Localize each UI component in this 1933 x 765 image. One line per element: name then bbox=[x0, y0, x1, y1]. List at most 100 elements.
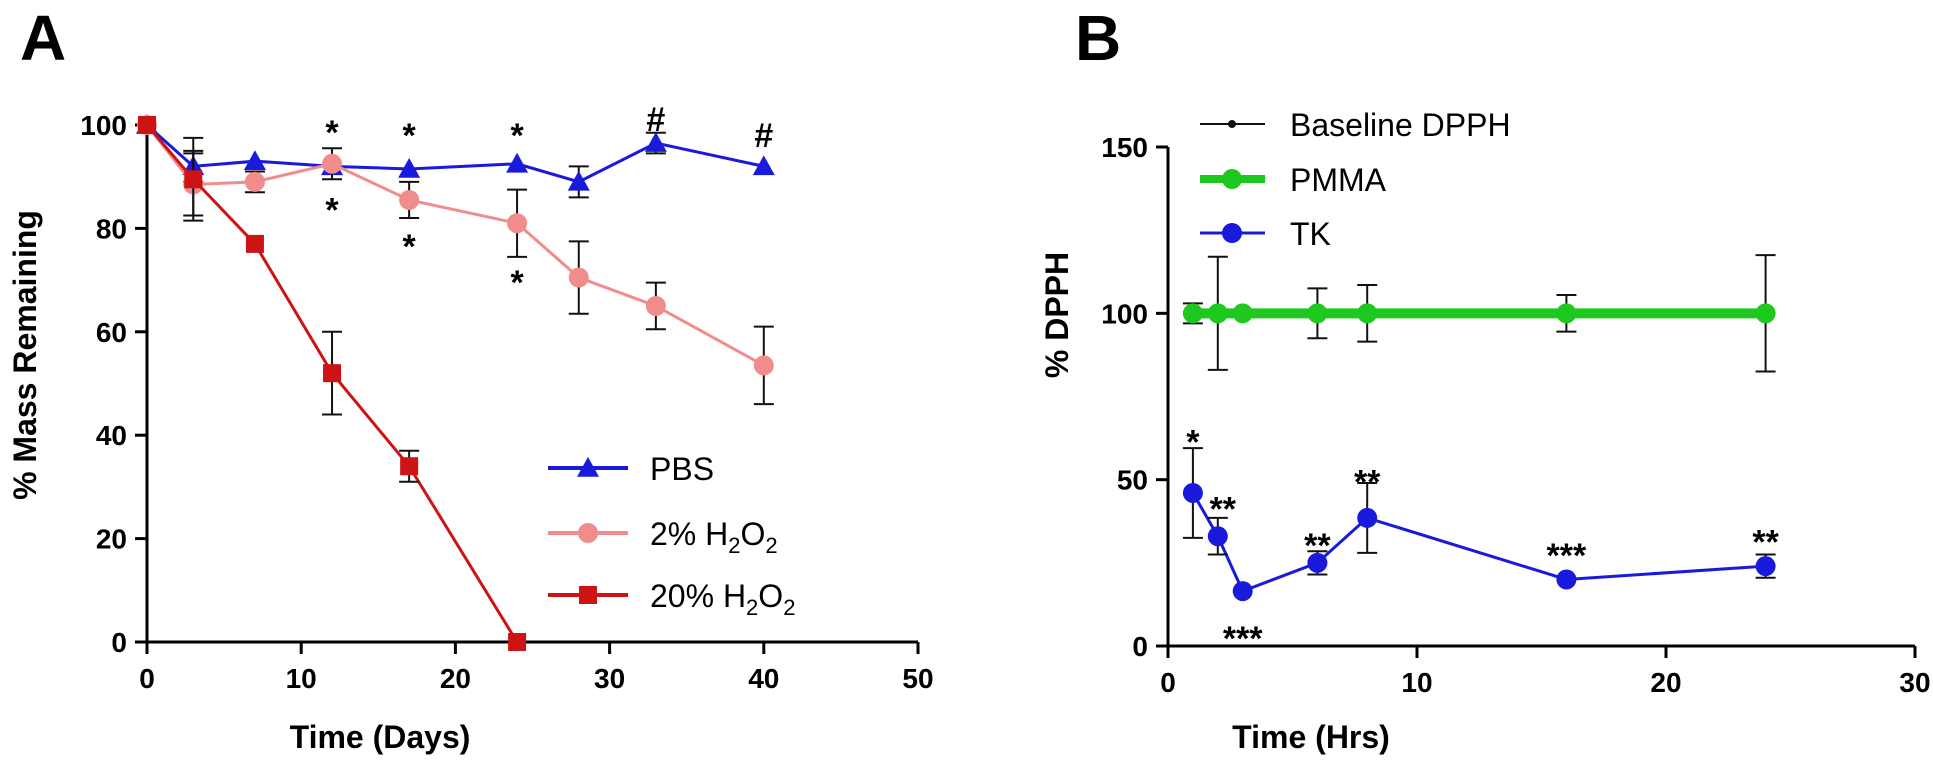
panel-b-data-point bbox=[1755, 556, 1776, 577]
panel-b-x-axis-title: Time (Hrs) bbox=[1232, 719, 1390, 755]
panel-a-significance-marker: * bbox=[325, 192, 339, 230]
panel-a-series-0 bbox=[136, 114, 775, 199]
legend-swatch-marker bbox=[1222, 223, 1242, 243]
panel-a-significance-marker: * bbox=[403, 228, 417, 266]
panel-b-x-tick-label: 30 bbox=[1899, 667, 1930, 698]
panel-a-data-point bbox=[644, 132, 667, 152]
panel-a-data-point bbox=[645, 295, 666, 316]
panel-a-x-tick-label: 40 bbox=[748, 663, 779, 694]
panel-a-y-tick-label: 100 bbox=[80, 110, 127, 141]
panel-a-x-tick-label: 10 bbox=[286, 663, 317, 694]
panel-b-y-tick-label: 100 bbox=[1101, 298, 1148, 329]
panel-a-label: A bbox=[20, 2, 66, 74]
panel-a-annotations: * * * * * * # # bbox=[325, 101, 773, 302]
legend-label: PBS bbox=[650, 451, 714, 487]
panel-a-data-point bbox=[506, 152, 529, 173]
panel-a-data-point bbox=[323, 364, 342, 383]
panel-a-data-point bbox=[322, 153, 343, 174]
panel-b-axes: 0 10 20 30 0 50 100 150 bbox=[1101, 132, 1930, 698]
legend-swatch-marker bbox=[1228, 120, 1236, 128]
panel-a-data-point bbox=[244, 171, 265, 192]
panel-a-chart: 0 10 20 30 40 50 0 20 40 60 80 100 * * * * * * # # PBS 2% H… bbox=[7, 101, 934, 755]
panel-b-data-point bbox=[1182, 482, 1203, 503]
panel-a-data-point bbox=[567, 170, 590, 191]
panel-a-data-point bbox=[399, 189, 420, 210]
panel-b-legend: Baseline DPPH PMMA TK bbox=[1200, 107, 1511, 252]
panel-a-y-axis-title: % Mass Remaining bbox=[7, 210, 43, 500]
panel-a-data-point bbox=[568, 267, 589, 288]
panel-b-label: B bbox=[1075, 2, 1121, 74]
panel-b-y-axis-title: % DPPH bbox=[1039, 252, 1075, 378]
panel-a-significance-marker: * bbox=[325, 114, 339, 152]
panel-b-annotations: ************* ** bbox=[1186, 424, 1779, 658]
panel-a-axes: 0 10 20 30 40 50 0 20 40 60 80 100 bbox=[80, 110, 933, 694]
panel-a-data-point bbox=[184, 170, 203, 189]
panel-b-series-1 bbox=[1182, 303, 1776, 324]
panel-a-data-point bbox=[398, 157, 421, 178]
panel-b-data-point bbox=[1232, 581, 1253, 602]
panel-a-x-tick-label: 20 bbox=[440, 663, 471, 694]
panel-b-data-point bbox=[1357, 507, 1378, 528]
panel-b-significance-marker: ** bbox=[1752, 524, 1779, 562]
legend-swatch-marker bbox=[1222, 169, 1242, 189]
panel-b-data-point bbox=[1232, 303, 1253, 324]
panel-b-data-point bbox=[1207, 303, 1228, 324]
legend-label: 20% H2O2 bbox=[650, 578, 795, 620]
panel-a-y-tick-label: 60 bbox=[96, 317, 127, 348]
panel-a-data-point bbox=[753, 355, 774, 376]
panel-b-data-point bbox=[1556, 569, 1577, 590]
panel-a-y-tick-label: 0 bbox=[111, 627, 127, 658]
panel-a-series-line bbox=[146, 123, 765, 184]
legend-swatch-marker bbox=[577, 457, 599, 477]
panel-a-legend: PBS 2% H2O2 20% H2O2 bbox=[548, 451, 795, 620]
panel-b-significance-marker: *** bbox=[1223, 620, 1263, 658]
panel-a-significance-marker: # bbox=[646, 101, 665, 139]
panel-a-y-tick-label: 20 bbox=[96, 524, 127, 555]
panel-b-data-point bbox=[1307, 303, 1328, 324]
panel-a-series-line bbox=[145, 124, 519, 643]
panel-b-data-point bbox=[1357, 303, 1378, 324]
panel-b-significance-marker: ** bbox=[1304, 527, 1331, 565]
panel-a-series-2 bbox=[138, 116, 527, 651]
panel-a-series bbox=[136, 114, 775, 651]
panel-b-data-point bbox=[1207, 526, 1228, 547]
legend-swatch-marker bbox=[579, 586, 597, 604]
panel-b-significance-marker: *** bbox=[1547, 537, 1587, 575]
panel-a-significance-marker: # bbox=[754, 117, 773, 155]
panel-b-x-tick-label: 20 bbox=[1650, 667, 1681, 698]
panel-b-significance-marker: * bbox=[1186, 424, 1200, 462]
panel-b-x-tick-label: 10 bbox=[1401, 667, 1432, 698]
panel-a-significance-marker: * bbox=[510, 117, 524, 155]
panel-b-series bbox=[1182, 254, 1776, 602]
panel-b-x-tick-label: 0 bbox=[1160, 667, 1176, 698]
panel-a-data-point bbox=[400, 457, 419, 476]
panel-b-series-line bbox=[1191, 492, 1766, 594]
panel-a-significance-marker: * bbox=[403, 117, 417, 155]
legend-label: Baseline DPPH bbox=[1290, 107, 1511, 143]
panel-a-x-tick-label: 30 bbox=[594, 663, 625, 694]
panel-b-significance-marker: ** bbox=[1354, 464, 1381, 502]
panel-b-y-tick-label: 150 bbox=[1101, 132, 1148, 163]
legend-swatch-marker bbox=[578, 523, 598, 543]
panel-a-y-tick-label: 80 bbox=[96, 213, 127, 244]
legend-label: PMMA bbox=[1290, 162, 1387, 198]
panel-a-significance-marker: * bbox=[510, 264, 524, 302]
panel-b-significance-marker: ** bbox=[1210, 490, 1237, 528]
panel-b-data-point bbox=[1307, 552, 1328, 573]
panel-b-data-point bbox=[1755, 303, 1776, 324]
panel-b-y-tick-label: 0 bbox=[1132, 631, 1148, 662]
panel-a-data-point bbox=[507, 213, 528, 234]
panel-b-data-point bbox=[1182, 303, 1203, 324]
panel-a-data-point bbox=[245, 234, 264, 253]
panel-a-data-point bbox=[508, 633, 527, 651]
panel-a-x-axis-title: Time (Days) bbox=[290, 719, 471, 755]
legend-label: TK bbox=[1290, 216, 1331, 252]
panel-a-x-tick-label: 50 bbox=[902, 663, 933, 694]
panel-a-data-point bbox=[243, 150, 266, 170]
panel-b-series-2 bbox=[1182, 447, 1776, 602]
legend-label: 2% H2O2 bbox=[650, 516, 778, 558]
panel-b-data-point bbox=[1556, 303, 1577, 324]
panel-a-data-point bbox=[138, 116, 156, 134]
